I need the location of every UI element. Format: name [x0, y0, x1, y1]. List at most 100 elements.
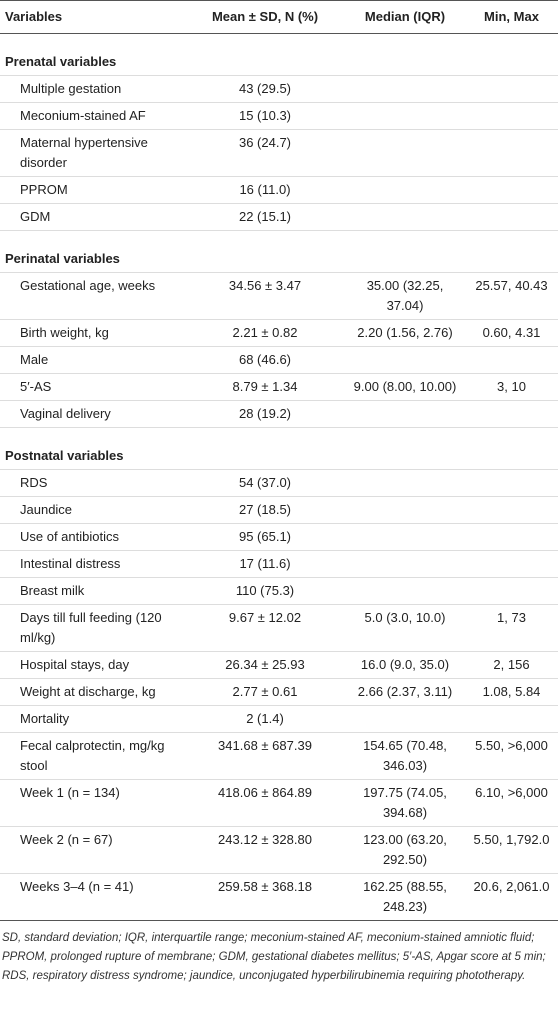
row-label: Intestinal distress — [0, 550, 185, 578]
row-label: Breast milk — [0, 577, 185, 605]
data-row: Breast milk 110 (75.3) — [0, 577, 558, 605]
data-row: Meconium-stained AF 15 (10.3) — [0, 102, 558, 130]
cell: 22 (15.1) — [185, 203, 345, 231]
section-row: Perinatal variables — [0, 230, 558, 273]
cell — [465, 577, 558, 605]
column-header: Median (IQR) — [345, 0, 465, 34]
data-row: Use of antibiotics 95 (65.1) — [0, 523, 558, 551]
section-title: Prenatal variables — [0, 33, 558, 76]
cell — [345, 75, 465, 103]
column-header: Mean ± SD, N (%) — [185, 0, 345, 34]
cell: 54 (37.0) — [185, 469, 345, 497]
cell: 9.00 (8.00, 10.00) — [345, 373, 465, 401]
row-label: Weeks 3–4 (n = 41) — [0, 873, 185, 921]
row-label: Gestational age, weeks — [0, 272, 185, 320]
row-label: Week 1 (n = 134) — [0, 779, 185, 827]
data-row: PPROM 16 (11.0) — [0, 176, 558, 204]
cell: 418.06 ± 864.89 — [185, 779, 345, 827]
cell: 154.65 (70.48, 346.03) — [345, 732, 465, 780]
row-label: Meconium-stained AF — [0, 102, 185, 130]
row-label: Mortality — [0, 705, 185, 733]
cell: 5.50, >6,000 — [465, 732, 558, 780]
data-row: Jaundice 27 (18.5) — [0, 496, 558, 524]
row-label: Vaginal delivery — [0, 400, 185, 428]
cell — [465, 705, 558, 733]
cell: 2.77 ± 0.61 — [185, 678, 345, 706]
cell: 26.34 ± 25.93 — [185, 651, 345, 679]
data-row: Weight at discharge, kg 2.77 ± 0.61 2.66 (… — [0, 678, 558, 706]
cell: 68 (46.6) — [185, 346, 345, 374]
cell: 34.56 ± 3.47 — [185, 272, 345, 320]
cell: 15 (10.3) — [185, 102, 345, 130]
cell: 25.57, 40.43 — [465, 272, 558, 320]
cell — [345, 496, 465, 524]
row-label: PPROM — [0, 176, 185, 204]
cell: 341.68 ± 687.39 — [185, 732, 345, 780]
row-label: Use of antibiotics — [0, 523, 185, 551]
cell — [465, 346, 558, 374]
data-row: Male 68 (46.6) — [0, 346, 558, 374]
cell — [345, 705, 465, 733]
cell: 3, 10 — [465, 373, 558, 401]
cell: 2, 156 — [465, 651, 558, 679]
cell: 1, 73 — [465, 604, 558, 652]
cell — [465, 203, 558, 231]
cell: 1.08, 5.84 — [465, 678, 558, 706]
row-label: Birth weight, kg — [0, 319, 185, 347]
cell — [465, 176, 558, 204]
cell: 17 (11.6) — [185, 550, 345, 578]
data-row: Mortality 2 (1.4) — [0, 705, 558, 733]
cell — [345, 176, 465, 204]
cell — [465, 102, 558, 130]
cell — [345, 469, 465, 497]
row-label: Jaundice — [0, 496, 185, 524]
row-label: RDS — [0, 469, 185, 497]
data-row: Fecal calprotectin, mg/kg stool 341.68 ± … — [0, 732, 558, 780]
data-row: Week 1 (n = 134) 418.06 ± 864.89 197.75 (7… — [0, 779, 558, 827]
cell: 2.20 (1.56, 2.76) — [345, 319, 465, 347]
data-row: Week 2 (n = 67) 243.12 ± 328.80 123.00 (63… — [0, 826, 558, 874]
data-row: RDS 54 (37.0) — [0, 469, 558, 497]
cell — [465, 400, 558, 428]
cell: 95 (65.1) — [185, 523, 345, 551]
row-label: Week 2 (n = 67) — [0, 826, 185, 874]
cell: 27 (18.5) — [185, 496, 345, 524]
header-row: Variables Mean ± SD, N (%) Median (IQR) Min… — [0, 0, 558, 34]
cell: 43 (29.5) — [185, 75, 345, 103]
data-row: Vaginal delivery 28 (19.2) — [0, 400, 558, 428]
section-row: Postnatal variables — [0, 427, 558, 470]
cell: 197.75 (74.05, 394.68) — [345, 779, 465, 827]
row-label: Fecal calprotectin, mg/kg stool — [0, 732, 185, 780]
cell: 2 (1.4) — [185, 705, 345, 733]
cell — [345, 203, 465, 231]
cell: 36 (24.7) — [185, 129, 345, 177]
cell — [345, 577, 465, 605]
cell: 35.00 (32.25, 37.04) — [345, 272, 465, 320]
row-label: 5′-AS — [0, 373, 185, 401]
data-row: Intestinal distress 17 (11.6) — [0, 550, 558, 578]
cell — [345, 523, 465, 551]
cell — [465, 550, 558, 578]
row-label: Hospital stays, day — [0, 651, 185, 679]
data-row: 5′-AS 8.79 ± 1.34 9.00 (8.00, 10.00) 3, 10 — [0, 373, 558, 401]
cell: 123.00 (63.20, 292.50) — [345, 826, 465, 874]
cell: 16.0 (9.0, 35.0) — [345, 651, 465, 679]
data-row: GDM 22 (15.1) — [0, 203, 558, 231]
cell: 20.6, 2,061.0 — [465, 873, 558, 921]
cell: 6.10, >6,000 — [465, 779, 558, 827]
cell — [465, 129, 558, 177]
row-label: Multiple gestation — [0, 75, 185, 103]
cell — [345, 400, 465, 428]
cell: 16 (11.0) — [185, 176, 345, 204]
cell — [345, 102, 465, 130]
data-row: Weeks 3–4 (n = 41) 259.58 ± 368.18 162.25 … — [0, 873, 558, 921]
cell — [345, 346, 465, 374]
row-label: Maternal hypertensive disorder — [0, 129, 185, 177]
cell: 9.67 ± 12.02 — [185, 604, 345, 652]
cell: 2.66 (2.37, 3.11) — [345, 678, 465, 706]
row-label: Days till full feeding (120 ml/kg) — [0, 604, 185, 652]
cell: 8.79 ± 1.34 — [185, 373, 345, 401]
cell: 5.0 (3.0, 10.0) — [345, 604, 465, 652]
row-label: Weight at discharge, kg — [0, 678, 185, 706]
